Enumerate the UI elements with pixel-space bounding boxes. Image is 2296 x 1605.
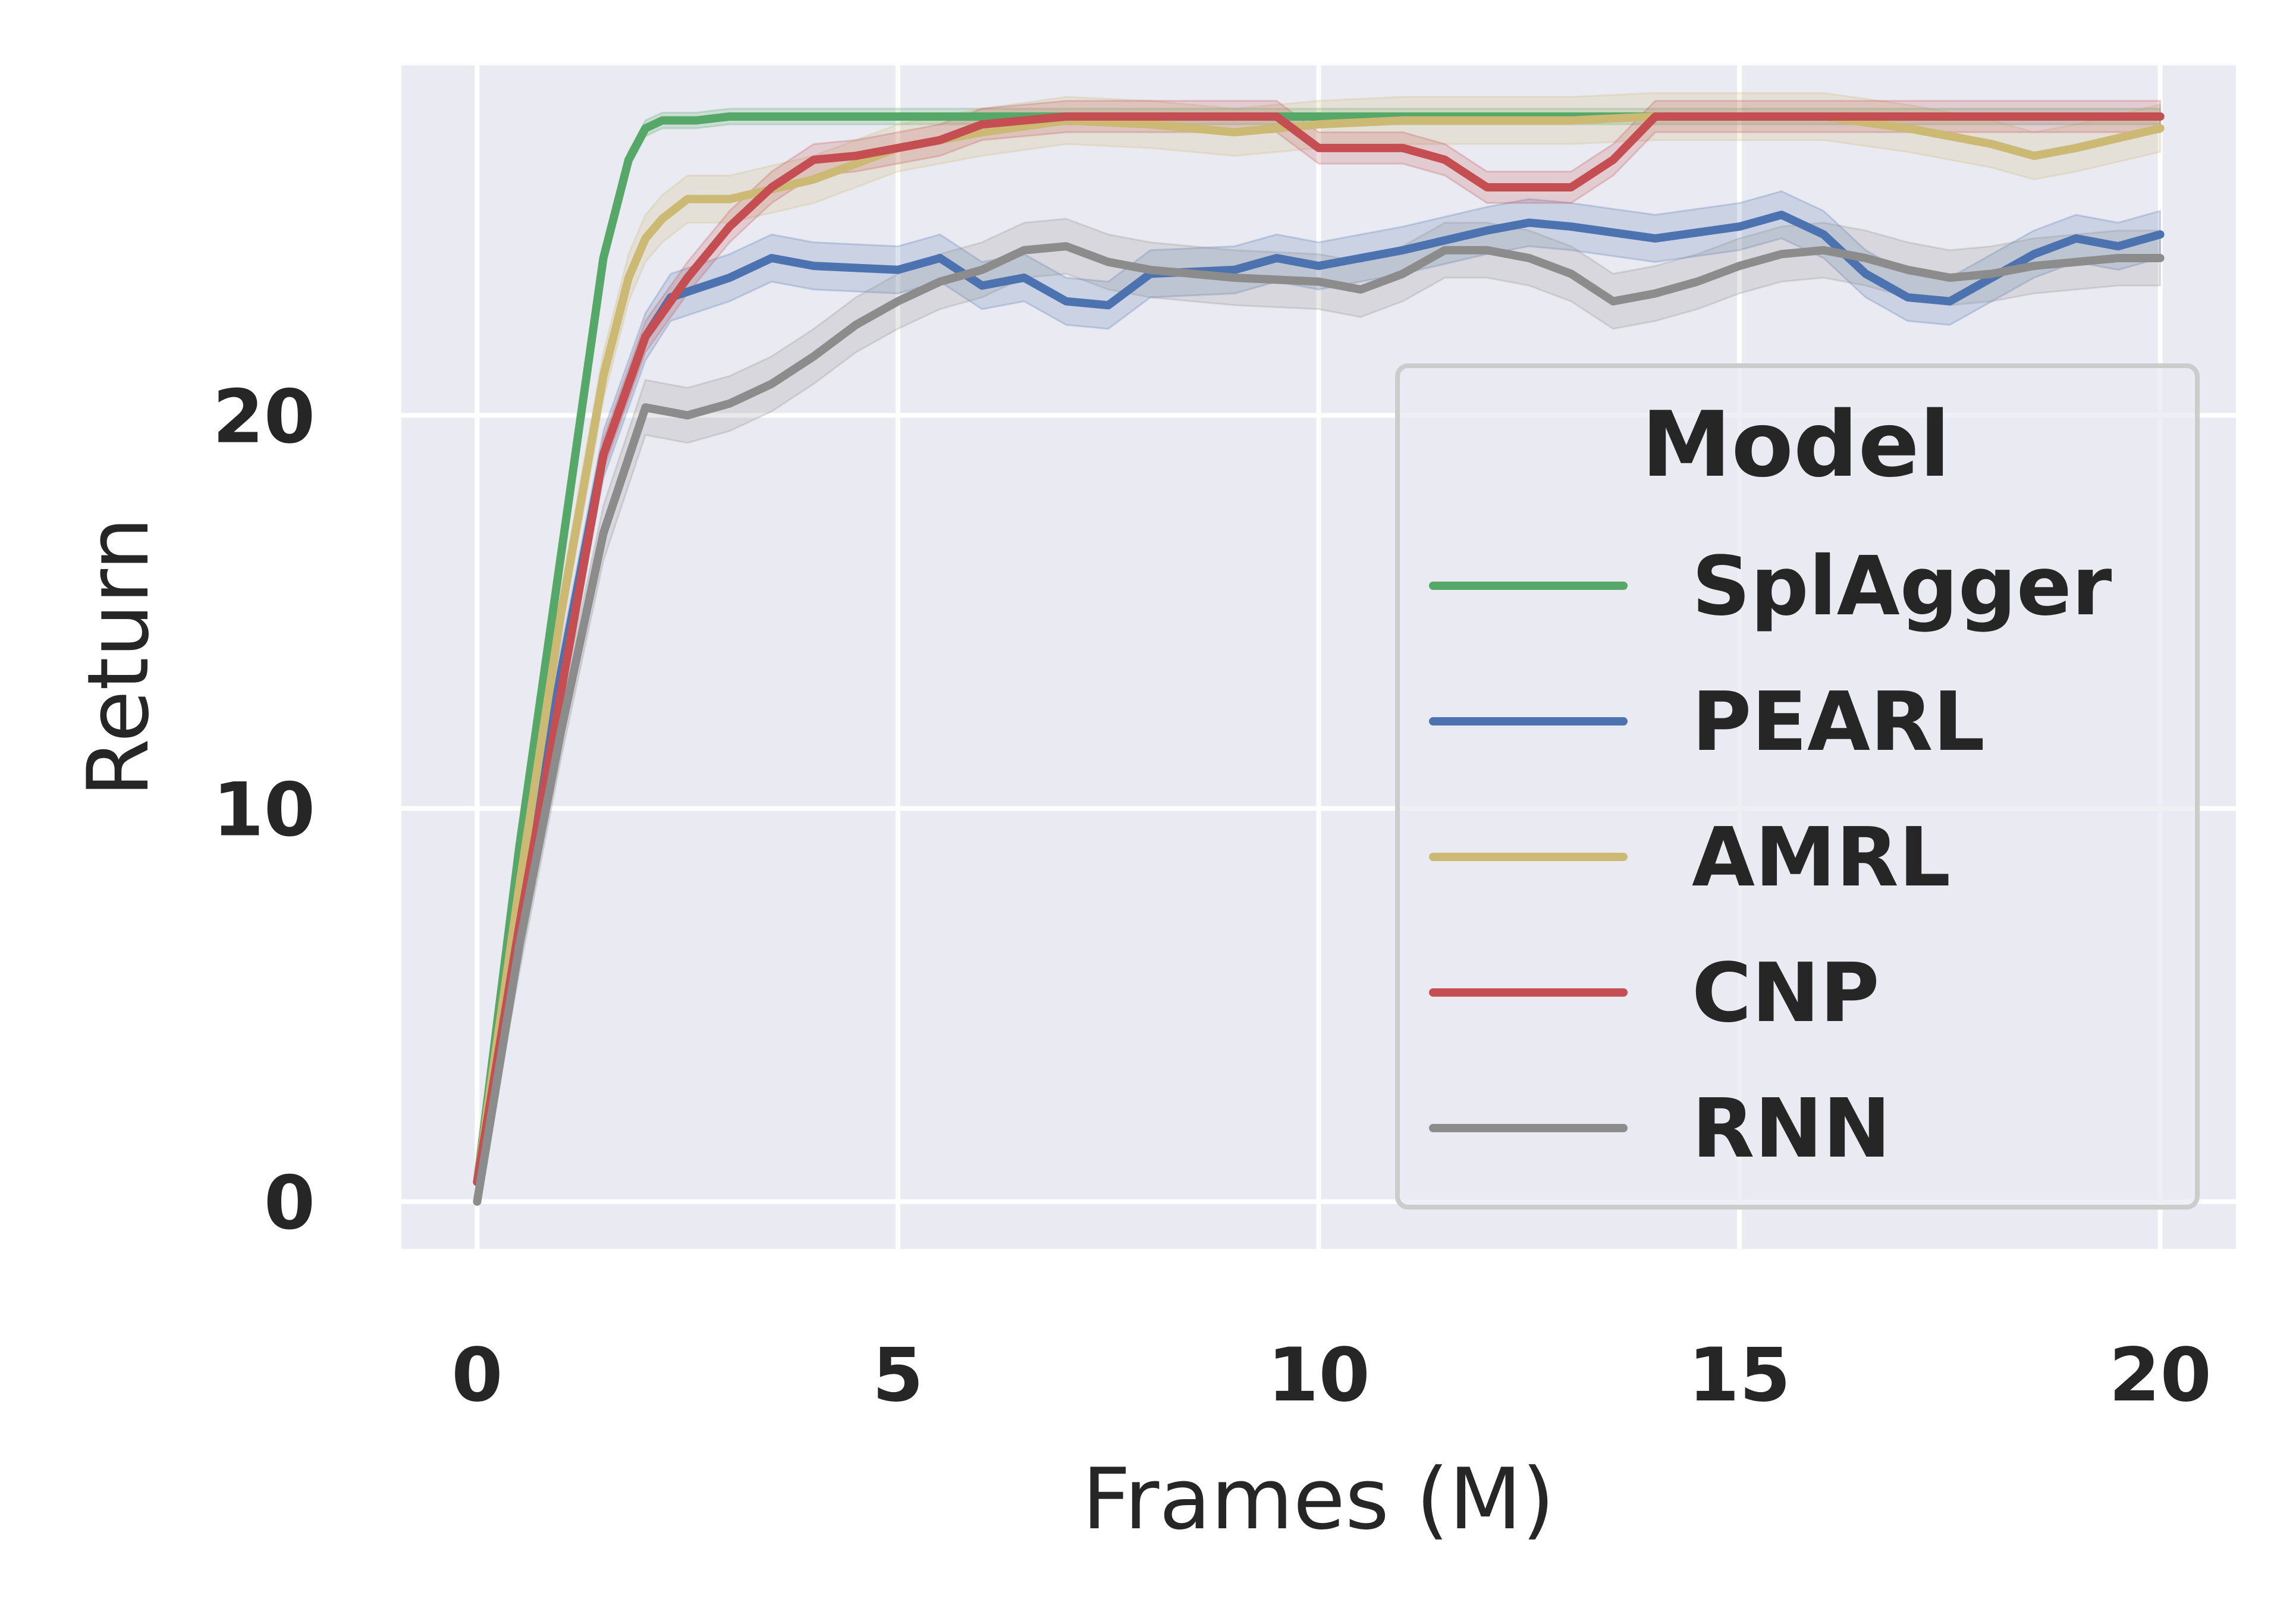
x-tick-labels: 0 5 10 15 20 — [451, 1333, 2212, 1418]
line-cnp — [473, 112, 2165, 1186]
x-tick-label: 0 — [451, 1333, 502, 1418]
x-tick-label: 10 — [1267, 1333, 1370, 1418]
legend-label: SplAgger — [1692, 539, 2112, 634]
line-splagger — [473, 112, 2165, 1186]
legend-box — [1395, 363, 2200, 1210]
x-axis-label: Frames (M) — [1082, 1450, 1555, 1549]
line-amrl — [473, 112, 2165, 1186]
line-pearl — [473, 211, 2165, 1186]
legend-items: SplAgger PEARL AMRL CNP RNN — [1429, 539, 2112, 1176]
legend-label: CNP — [1692, 946, 1880, 1041]
legend-label: AMRL — [1692, 811, 1950, 905]
y-axis-label: Return — [70, 517, 168, 797]
line-rnn — [473, 242, 2165, 1206]
series-lines — [473, 112, 2165, 1206]
band-rnn — [476, 218, 2162, 1202]
band-amrl — [476, 92, 2162, 1202]
y-tick-labels: 0 10 20 — [212, 374, 315, 1246]
y-tick-label: 20 — [212, 374, 315, 460]
y-tick-label: 10 — [212, 768, 315, 853]
x-tick-label: 15 — [1688, 1333, 1791, 1418]
y-tick-label: 0 — [264, 1161, 315, 1246]
legend-label: PEARL — [1692, 675, 1985, 769]
legend-label: RNN — [1692, 1082, 1891, 1176]
legend: Model SplAgger PEARL AMRL CNP RNN — [1395, 363, 2200, 1210]
x-tick-label: 20 — [2109, 1333, 2212, 1418]
legend-title: Model — [1641, 392, 1950, 497]
x-tick-label: 5 — [872, 1333, 924, 1418]
